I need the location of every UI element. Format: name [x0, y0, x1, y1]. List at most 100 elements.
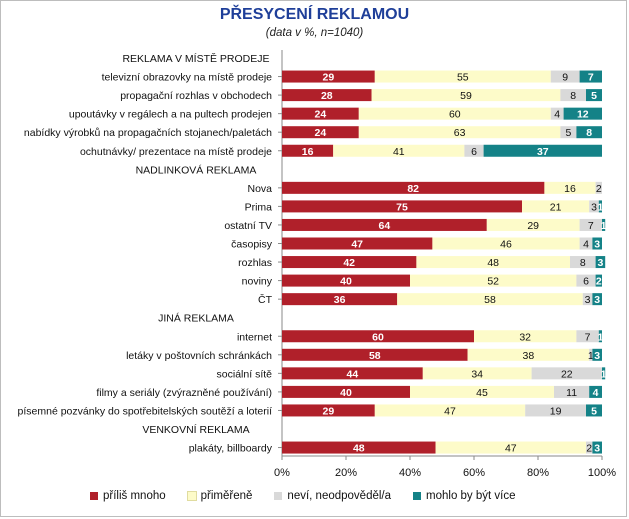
legend-item: příliš mnoho [90, 490, 166, 502]
data-label: 29 [323, 72, 335, 84]
bar-segment [576, 330, 599, 343]
legend: příliš mnoho přiměřeně neví, neodpověděl/a… [90, 488, 538, 504]
data-label: 37 [537, 146, 549, 158]
data-label: 2 [586, 443, 592, 455]
data-label: 44 [347, 368, 359, 380]
bar-segment [467, 348, 590, 361]
legend-swatch [186, 491, 197, 501]
category-label: plakáty, billboardy [189, 443, 273, 455]
data-label: 24 [315, 127, 327, 139]
bar-segment [592, 237, 602, 250]
bar-segment [374, 404, 526, 417]
bar-segment [592, 441, 602, 454]
data-label: 58 [484, 294, 496, 306]
chart-title: PŘESYCENÍ REKLAMOU [219, 6, 410, 23]
bar-segment [282, 200, 522, 213]
data-label: 1 [597, 331, 603, 343]
category-label: časopisy [231, 239, 273, 251]
bar-segment [582, 293, 593, 306]
data-label: 7 [588, 72, 594, 84]
category-label: nabídky výrobků na propagačních stojanec… [24, 127, 272, 139]
data-label: 4 [554, 109, 560, 121]
data-label: 24 [315, 109, 327, 121]
legend-swatch [90, 492, 98, 500]
data-label: 41 [393, 146, 405, 158]
bar-segment [358, 126, 561, 139]
data-label: 1 [601, 368, 607, 380]
bar-segment [486, 218, 580, 231]
bar-segment [464, 144, 484, 157]
bar-segment [579, 218, 602, 231]
section-header: JINÁ REKLAMA [158, 312, 234, 325]
bar-segment [358, 107, 551, 120]
bar-segment [589, 385, 602, 398]
data-label: 5 [565, 127, 571, 139]
bar-segment [422, 367, 532, 380]
data-label: 60 [449, 109, 461, 121]
data-label: 29 [323, 405, 335, 417]
data-label: 22 [561, 368, 573, 380]
data-label: 7 [585, 331, 591, 343]
data-label: 59 [460, 90, 472, 102]
bar-segment [554, 385, 590, 398]
legend-label: přiměřeně [200, 490, 253, 502]
category-label: propagační rozhlas v obchodech [120, 90, 272, 102]
bar-segment [282, 274, 410, 287]
data-label: 40 [340, 276, 352, 288]
data-label: 4 [583, 239, 589, 251]
legend-item: přiměřeně [186, 490, 253, 502]
data-label: 8 [586, 127, 592, 139]
category-label: upoutávky v regálech a na pultech prodej… [69, 109, 272, 121]
bar-segment [576, 126, 602, 139]
data-label: 1 [601, 220, 607, 232]
data-label: 2 [596, 276, 602, 288]
bar-segment [282, 385, 410, 398]
bar-segment [586, 89, 602, 102]
bar-segment [282, 367, 423, 380]
category-label: letáky v poštovních schránkách [126, 350, 272, 362]
category-label: internet [237, 331, 272, 343]
bar-segment [576, 274, 596, 287]
data-label: 47 [444, 405, 456, 417]
category-label: rozhlas [238, 257, 272, 269]
bar-segment [282, 218, 487, 231]
x-tick-label: 80% [527, 467, 549, 479]
bar-segment [410, 274, 577, 287]
data-label: 1 [597, 201, 603, 213]
legend-item: mohlo by být více [413, 490, 516, 502]
bar-segment [282, 107, 359, 120]
bar-segment [563, 107, 602, 120]
data-label: 52 [487, 276, 499, 288]
bar-segment [522, 200, 590, 213]
bar-segment [602, 218, 606, 231]
data-label: 47 [351, 239, 363, 251]
data-label: 12 [577, 109, 589, 121]
data-label: 46 [500, 239, 512, 251]
bar-segment [592, 348, 602, 361]
data-label: 9 [562, 72, 568, 84]
bar-segment [525, 404, 586, 417]
data-label: 6 [583, 276, 589, 288]
category-label: Prima [245, 201, 273, 213]
bar-segment [531, 367, 602, 380]
data-label: 32 [519, 331, 531, 343]
data-label: 4 [593, 387, 599, 399]
bar-segment [483, 144, 602, 157]
data-label: 60 [372, 331, 384, 343]
category-label: filmy a seriály (zvýrazněné používání) [96, 387, 272, 399]
bar-segment [570, 256, 596, 269]
x-tick-label: 60% [463, 467, 485, 479]
legend-label: mohlo by být více [426, 490, 516, 502]
bar-segment [435, 441, 586, 454]
bar-segment [586, 404, 602, 417]
data-label: 6 [471, 146, 477, 158]
bar-segment [282, 348, 468, 361]
data-label: 3 [594, 443, 600, 455]
data-label: 2 [596, 183, 602, 195]
data-label: 3 [585, 294, 591, 306]
x-tick-label: 40% [399, 467, 421, 479]
bar-segment [602, 367, 606, 380]
bar-segment [544, 181, 596, 194]
data-label: 29 [527, 220, 539, 232]
